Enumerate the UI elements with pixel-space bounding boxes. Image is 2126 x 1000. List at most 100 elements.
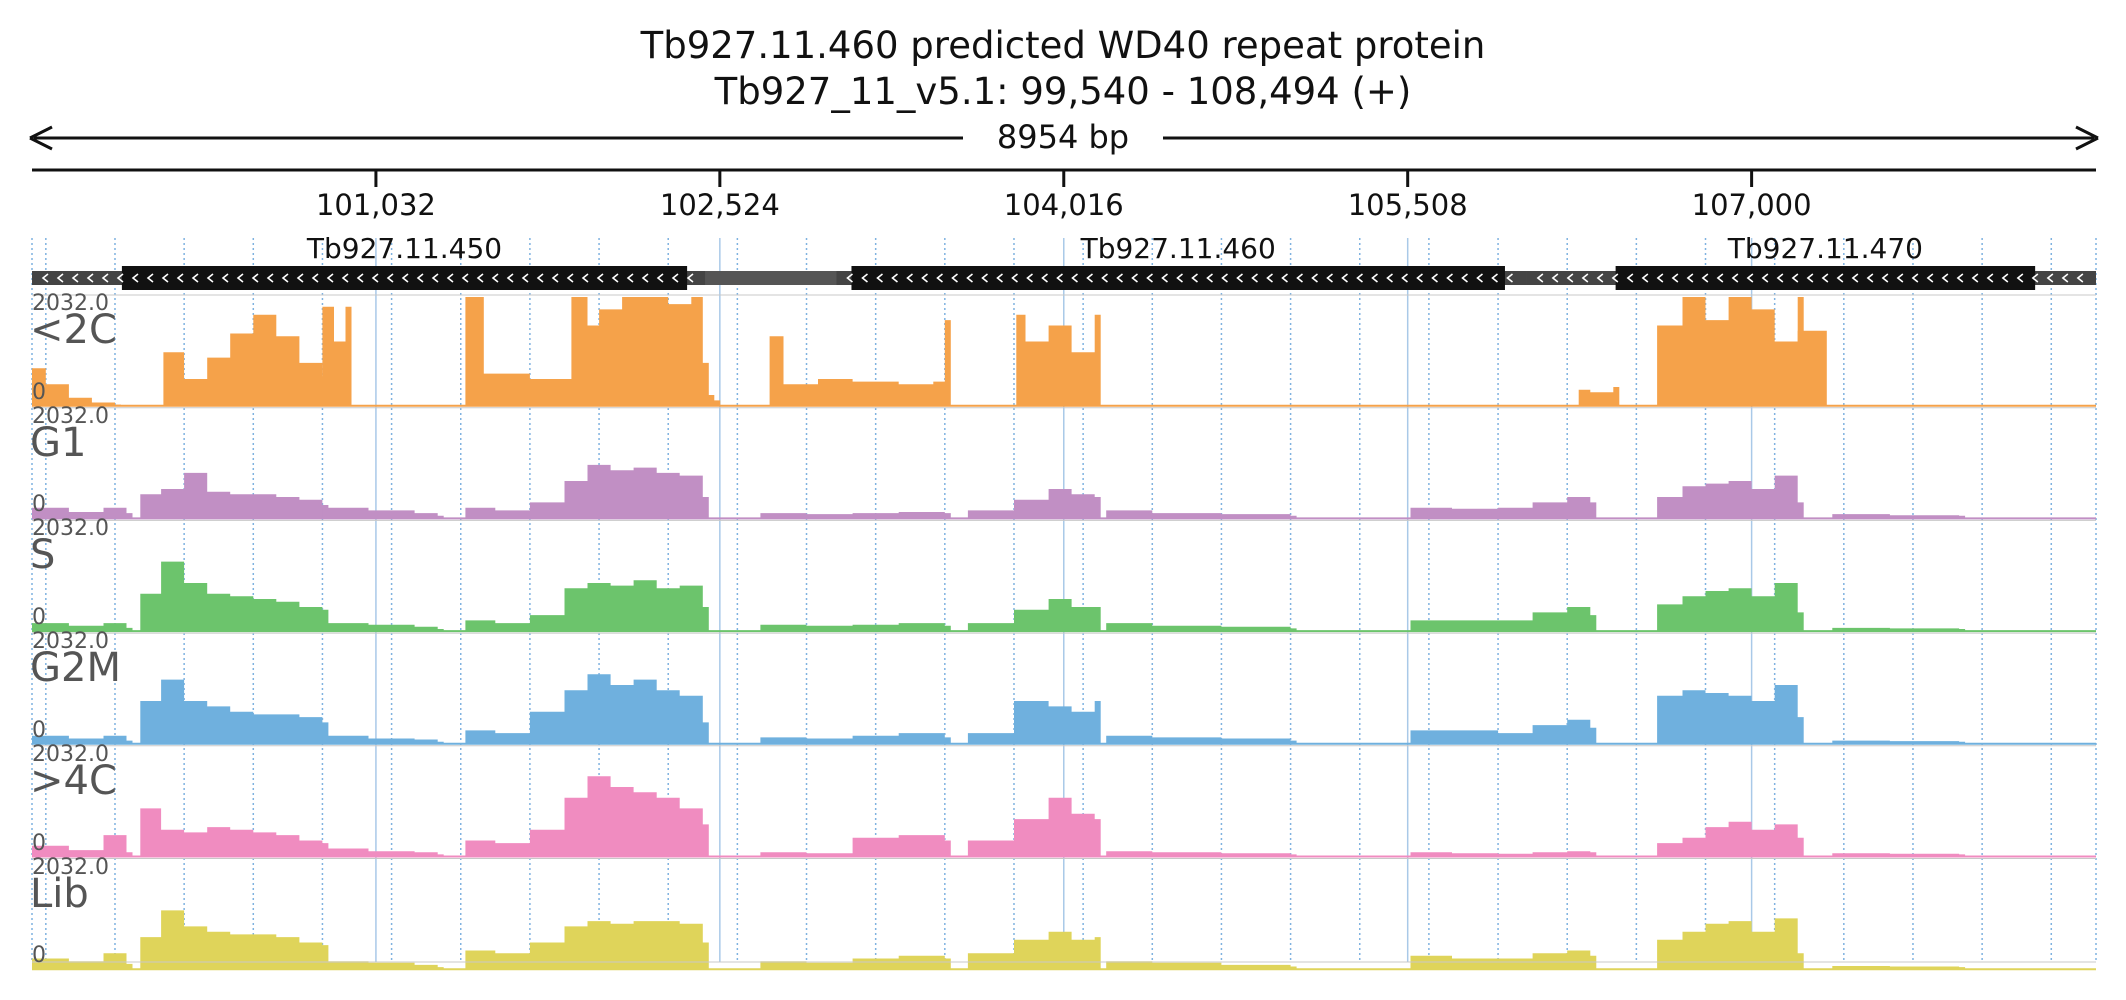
strand-chevron-icon (521, 273, 529, 283)
strand-chevron-icon (1731, 273, 1739, 283)
ruler-tick-label: 107,000 (1691, 188, 1812, 222)
strand-chevron-icon (671, 273, 679, 283)
strand-chevron-icon (206, 273, 214, 283)
coverage-area (967, 797, 1101, 857)
title-locus: Tb927_11_v5.1: 99,540 - 108,494 (+) (714, 70, 1412, 113)
strand-chevron-icon (1401, 273, 1408, 283)
coverage-area (1832, 966, 1966, 970)
ruler-tick-label: 104,016 (1003, 188, 1124, 222)
strand-chevron-icon (1461, 273, 1468, 283)
strand-chevron-icon (981, 273, 988, 283)
strand-chevron-icon (2061, 273, 2069, 283)
coverage-area (465, 921, 709, 970)
strand-chevron-icon (846, 273, 853, 283)
strand-chevron-icon (861, 273, 868, 283)
strand-chevron-icon (1671, 273, 1679, 283)
track-zero-label: 0 (32, 605, 46, 631)
strand-chevron-icon (1716, 273, 1724, 283)
strand-chevron-icon (1776, 273, 1784, 283)
ruler-tick-label: 105,508 (1347, 188, 1468, 222)
coverage-area (140, 561, 329, 632)
strand-chevron-icon (2046, 273, 2054, 283)
strand-chevron-icon (1491, 273, 1498, 283)
coverage-area (1797, 330, 1827, 406)
ruler-tick-label: 102,524 (659, 188, 780, 222)
coverage-area (140, 679, 329, 744)
strand-chevron-icon (56, 273, 64, 283)
track-name-label: <2C (30, 307, 117, 353)
coverage-area (465, 297, 606, 406)
strand-chevron-icon (996, 273, 1003, 283)
strand-chevron-icon (191, 273, 199, 283)
strand-chevron-icon (611, 273, 619, 283)
coverage-area (967, 701, 1101, 744)
strand-chevron-icon (1176, 273, 1183, 283)
strand-chevron-icon (551, 273, 559, 283)
strand-chevron-icon (491, 273, 499, 283)
strand-chevron-icon (951, 273, 958, 283)
strand-chevron-icon (566, 273, 574, 283)
coverage-area (760, 623, 951, 632)
strand-chevron-icon (1926, 273, 1934, 283)
ruler-tick-label: 101,032 (315, 188, 436, 222)
coverage-area (1410, 497, 1597, 519)
strand-chevron-icon (1596, 273, 1604, 283)
strand-chevron-icon (386, 273, 394, 283)
arrow-right-icon (2075, 125, 2099, 151)
gene-cds (121, 266, 688, 290)
strand-chevron-icon (1791, 273, 1799, 283)
track-max-label: 2032.0 (32, 516, 109, 542)
coverage-area (1832, 853, 1966, 857)
strand-chevron-icon (1911, 273, 1919, 283)
strand-chevron-icon (86, 273, 94, 283)
strand-chevron-icon (416, 273, 424, 283)
strand-chevron-icon (1836, 273, 1844, 283)
coverage-area (322, 507, 444, 519)
strand-chevron-icon (1296, 273, 1303, 283)
strand-chevron-icon (1326, 273, 1333, 283)
strand-chevron-icon (281, 273, 289, 283)
coverage-area (465, 464, 709, 519)
strand-chevron-icon (1851, 273, 1859, 283)
strand-chevron-icon (1386, 273, 1393, 283)
coverage-area (1410, 607, 1597, 632)
coverage-area (1106, 961, 1297, 970)
coverage-area (760, 835, 951, 857)
strand-chevron-icon (876, 273, 883, 283)
strand-chevron-icon (1581, 273, 1589, 283)
strand-chevron-icon (1446, 273, 1453, 283)
track-name-label: >4C (30, 757, 117, 804)
track-zero-label: 0 (32, 943, 46, 969)
strand-chevron-icon (221, 273, 229, 283)
coverage-area (322, 623, 444, 632)
strand-chevron-icon (1626, 273, 1634, 283)
strand-chevron-icon (1566, 273, 1574, 283)
strand-chevron-icon (921, 273, 928, 283)
gene-label: Tb927.11.470 (1727, 232, 1923, 265)
strand-chevron-icon (1146, 273, 1153, 283)
strand-chevron-icon (1476, 273, 1483, 283)
strand-chevron-icon (1281, 273, 1288, 283)
coverage-area (1657, 297, 1804, 406)
arrow-left-icon (29, 125, 53, 151)
strand-chevron-icon (686, 273, 694, 283)
strand-chevron-icon (461, 273, 469, 283)
coverage-area (322, 735, 444, 744)
strand-chevron-icon (161, 273, 169, 283)
strand-chevron-icon (311, 273, 319, 283)
strand-chevron-icon (1191, 273, 1198, 283)
coverage-area (322, 961, 444, 970)
strand-chevron-icon (1641, 273, 1649, 283)
title-gene: Tb927.11.460 predicted WD40 repeat prote… (640, 24, 1486, 67)
strand-chevron-icon (1086, 273, 1093, 283)
strand-chevron-icon (1236, 273, 1243, 283)
strand-chevron-icon (596, 273, 604, 283)
strand-chevron-icon (641, 273, 649, 283)
strand-chevron-icon (371, 273, 379, 283)
track-zero-label: 0 (32, 830, 46, 856)
strand-chevron-icon (131, 273, 139, 283)
coverage-area (1657, 583, 1804, 632)
coverage-area (1016, 314, 1101, 406)
strand-chevron-icon (1101, 273, 1108, 283)
strand-chevron-icon (2016, 273, 2024, 283)
